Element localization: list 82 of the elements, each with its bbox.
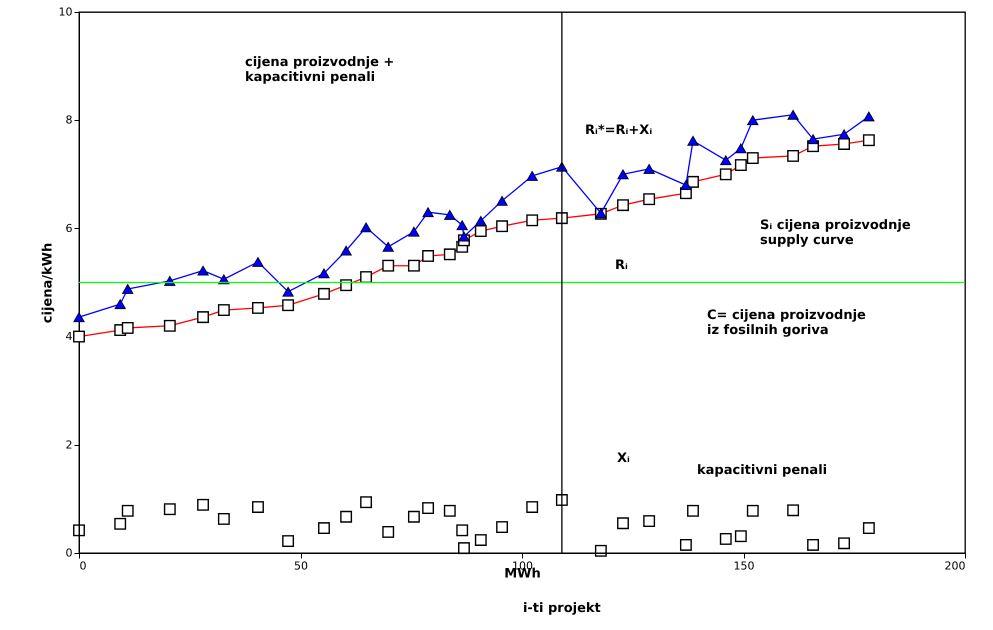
point bbox=[863, 111, 875, 122]
y-tick-label: 0 bbox=[66, 546, 72, 560]
y-tick-label: 6 bbox=[66, 222, 72, 235]
point bbox=[422, 207, 434, 218]
point bbox=[197, 266, 209, 276]
point bbox=[594, 544, 607, 557]
point bbox=[838, 537, 850, 550]
point bbox=[474, 534, 487, 546]
point bbox=[787, 504, 800, 516]
point bbox=[720, 155, 732, 166]
point bbox=[526, 501, 538, 513]
point bbox=[807, 134, 819, 144]
point bbox=[617, 169, 629, 180]
point bbox=[252, 501, 264, 513]
annotation: Xᵢ bbox=[617, 451, 630, 466]
point bbox=[382, 526, 394, 538]
point bbox=[114, 299, 126, 310]
point bbox=[318, 522, 330, 534]
annotation: Rᵢ*=Rᵢ+Xᵢ bbox=[585, 123, 652, 138]
point bbox=[122, 504, 134, 517]
point bbox=[73, 524, 85, 536]
x-tick-label: 200 bbox=[944, 560, 966, 572]
point bbox=[282, 535, 294, 548]
y-tick-label: 10 bbox=[58, 6, 72, 18]
x-axis-title: MWh bbox=[504, 566, 541, 582]
point bbox=[456, 524, 468, 536]
point bbox=[807, 538, 819, 551]
point bbox=[408, 226, 420, 237]
point bbox=[73, 312, 85, 322]
point bbox=[164, 503, 176, 516]
point bbox=[197, 498, 209, 511]
point bbox=[340, 246, 352, 256]
point bbox=[496, 521, 508, 533]
point bbox=[360, 496, 372, 508]
point bbox=[735, 143, 746, 154]
point bbox=[720, 532, 732, 545]
annotation: cijena proizvodnje + kapacitivni penali bbox=[245, 55, 394, 85]
point bbox=[282, 286, 294, 297]
point bbox=[680, 180, 692, 190]
point bbox=[340, 510, 352, 523]
x-tick-label: 50 bbox=[294, 560, 308, 572]
point bbox=[556, 494, 568, 506]
point bbox=[787, 110, 799, 120]
y-tick-label: 8 bbox=[66, 114, 72, 127]
point bbox=[456, 220, 468, 230]
ref-line-label: i-ti projekt bbox=[522, 601, 601, 616]
point bbox=[526, 170, 538, 181]
annotation: Sᵢ cijena proizvodnje supply curve bbox=[760, 218, 911, 248]
point bbox=[318, 268, 330, 278]
point bbox=[458, 542, 470, 554]
x-tick-label: 0 bbox=[80, 560, 86, 572]
point bbox=[862, 522, 875, 534]
point bbox=[838, 129, 850, 140]
point bbox=[252, 257, 264, 267]
point bbox=[746, 504, 759, 517]
point bbox=[444, 210, 456, 220]
point bbox=[643, 164, 655, 174]
annotation: C= cijena proizvodnje iz fosilnih goriva bbox=[707, 308, 866, 338]
point bbox=[475, 216, 486, 226]
point bbox=[122, 284, 134, 294]
point bbox=[496, 196, 508, 206]
point bbox=[422, 502, 434, 514]
point bbox=[444, 504, 456, 517]
point bbox=[687, 504, 699, 517]
annotation: kapacitivni penali bbox=[697, 463, 828, 478]
point bbox=[643, 515, 656, 528]
point bbox=[360, 222, 372, 232]
point bbox=[747, 115, 758, 126]
point bbox=[687, 136, 699, 146]
point bbox=[218, 512, 230, 525]
annotation: Rᵢ bbox=[615, 258, 628, 273]
point bbox=[680, 538, 692, 551]
point bbox=[408, 510, 420, 523]
point bbox=[458, 232, 470, 242]
x-tick-label: 150 bbox=[734, 560, 754, 572]
point bbox=[114, 518, 126, 530]
point bbox=[617, 517, 629, 530]
point bbox=[382, 242, 394, 252]
y-tick-label: 4 bbox=[66, 330, 72, 344]
point bbox=[734, 530, 747, 542]
y-tick-label: 2 bbox=[66, 438, 72, 452]
y-axis-title: cijena/kWh bbox=[40, 242, 56, 324]
